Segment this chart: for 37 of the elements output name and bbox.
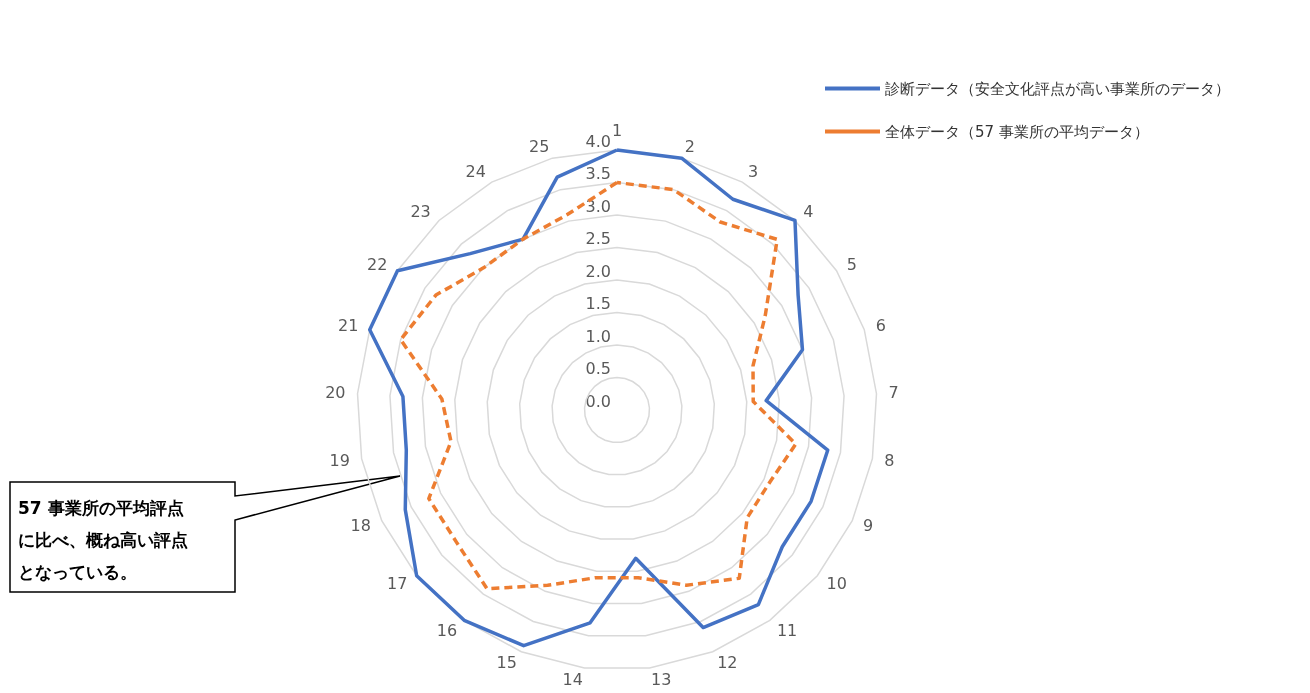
spoke-label: 18 (350, 516, 371, 536)
y-tick-label: 1.5 (585, 294, 611, 313)
spoke-label: 13 (651, 670, 672, 690)
y-tick-label: 3.5 (585, 164, 611, 183)
y-tick-label: 2.5 (585, 229, 611, 248)
text: 57 事業所の平均評点に比べ、概ね高い評点となっている。 (18, 498, 188, 582)
spoke-label: 12 (717, 653, 738, 673)
y-tick-label: 3.0 (585, 196, 611, 216)
spoke-label: 21 (337, 316, 359, 336)
spoke-label: 17 (387, 573, 408, 593)
spoke-label: 2 (684, 137, 695, 157)
spoke-label: 6 (875, 316, 886, 336)
spoke-label: 1 (611, 120, 623, 140)
spoke-label: 14 (562, 670, 583, 690)
spoke-label: 19 (329, 451, 350, 471)
spoke-label: 4 (803, 202, 814, 222)
spoke-label: 7 (888, 383, 899, 403)
spoke-label: 24 (465, 162, 486, 182)
y-tick-label: 2.0 (585, 261, 611, 281)
spoke-label: 10 (826, 573, 847, 593)
legend-label: 診断データ（安全文化評点が高い事業所のデータ） (885, 79, 1230, 98)
spoke-label: 23 (410, 202, 431, 222)
spoke-label: 8 (884, 451, 895, 471)
legend-label: 全体データ（57 事業所の平均データ） (885, 122, 1149, 141)
spoke-label: 20 (325, 383, 346, 403)
y-tick-label: 0.0 (585, 391, 611, 411)
spoke-label: 22 (366, 254, 388, 274)
spoke-label: 3 (748, 162, 759, 182)
spoke-label: 16 (436, 620, 458, 640)
spoke-label: 9 (863, 516, 874, 536)
y-tick-label: 4.0 (585, 131, 611, 151)
spoke-label: 11 (776, 620, 798, 640)
spoke-label: 5 (846, 254, 857, 274)
spoke-label: 15 (496, 653, 517, 673)
y-tick-label: 0.5 (585, 359, 611, 378)
y-tick-label: 1.0 (585, 326, 611, 346)
spoke-label: 25 (529, 137, 550, 157)
